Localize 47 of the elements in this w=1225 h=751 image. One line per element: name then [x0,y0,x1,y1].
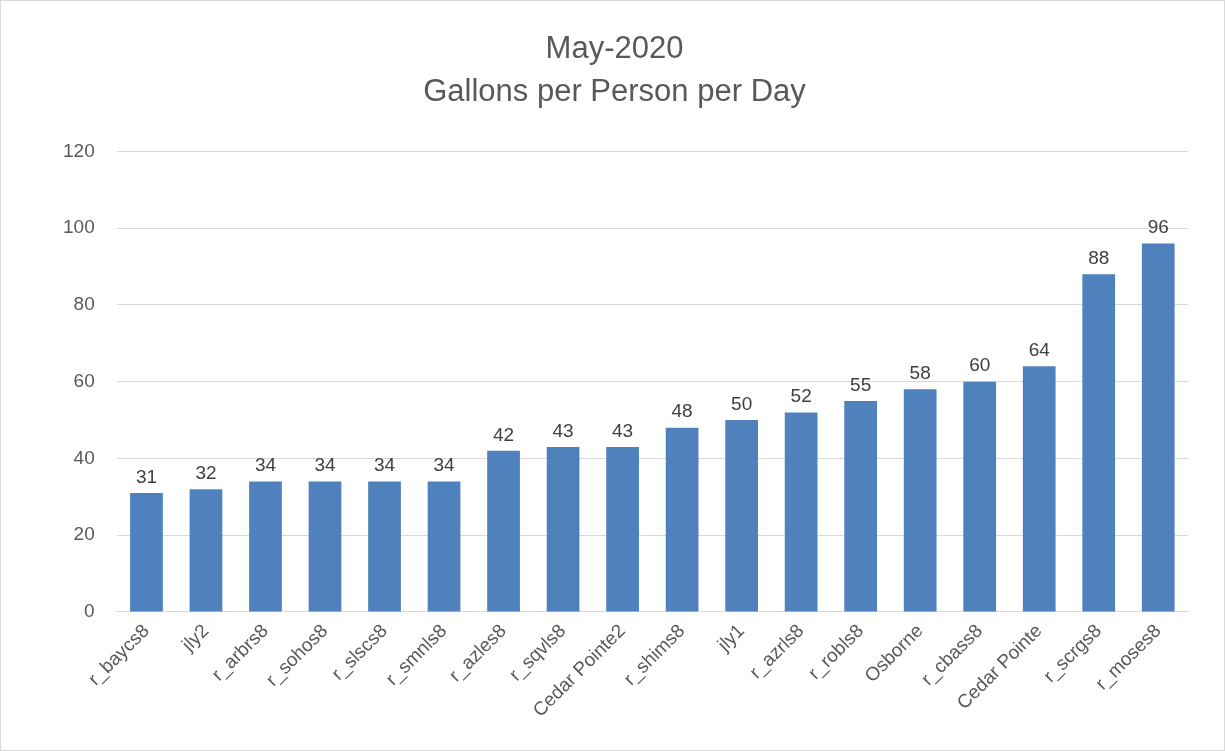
bar [1022,366,1056,612]
data-label: 96 [1147,216,1169,238]
data-label: 34 [254,454,277,476]
data-label: 52 [790,385,812,407]
bar [308,481,342,612]
data-label: 43 [612,419,634,441]
data-label: 32 [195,461,217,483]
x-tick-label: jly2 [176,619,213,656]
bar [903,389,937,612]
data-label: 34 [433,454,456,476]
data-label: 42 [492,423,515,445]
y-tick-label: 0 [84,600,95,622]
bar [1141,243,1175,612]
y-tick-label: 120 [63,139,95,161]
x-tick-label: jly1 [712,619,749,656]
bar [130,493,163,612]
bar [784,412,818,612]
y-tick-label: 60 [73,369,95,391]
data-label: 64 [1028,339,1051,361]
data-label: 48 [671,400,693,422]
data-label: 34 [314,454,337,476]
data-label: 60 [969,354,991,376]
chart-title: May-2020 [545,30,684,66]
bar [368,481,401,612]
y-tick-label: 100 [63,216,95,238]
bar [665,427,699,612]
data-label: 31 [135,465,158,487]
data-label: 55 [850,373,872,395]
bar [487,450,520,612]
bar [963,381,997,612]
y-tick-label: 80 [73,293,95,315]
bar [546,446,580,612]
data-label: 50 [731,392,753,414]
bar [606,446,639,612]
bar [725,420,758,612]
data-label: 34 [373,454,396,476]
bar [1082,274,1116,612]
data-label: 88 [1088,246,1110,268]
chart-subtitle: Gallons per Person per Day [423,73,807,109]
bar [427,481,461,612]
bar [249,481,282,612]
data-label: 43 [552,419,574,441]
y-tick-label: 40 [73,446,95,468]
bar [189,489,223,612]
y-tick-label: 20 [73,523,95,545]
bar [844,400,878,612]
data-label: 58 [909,362,931,384]
